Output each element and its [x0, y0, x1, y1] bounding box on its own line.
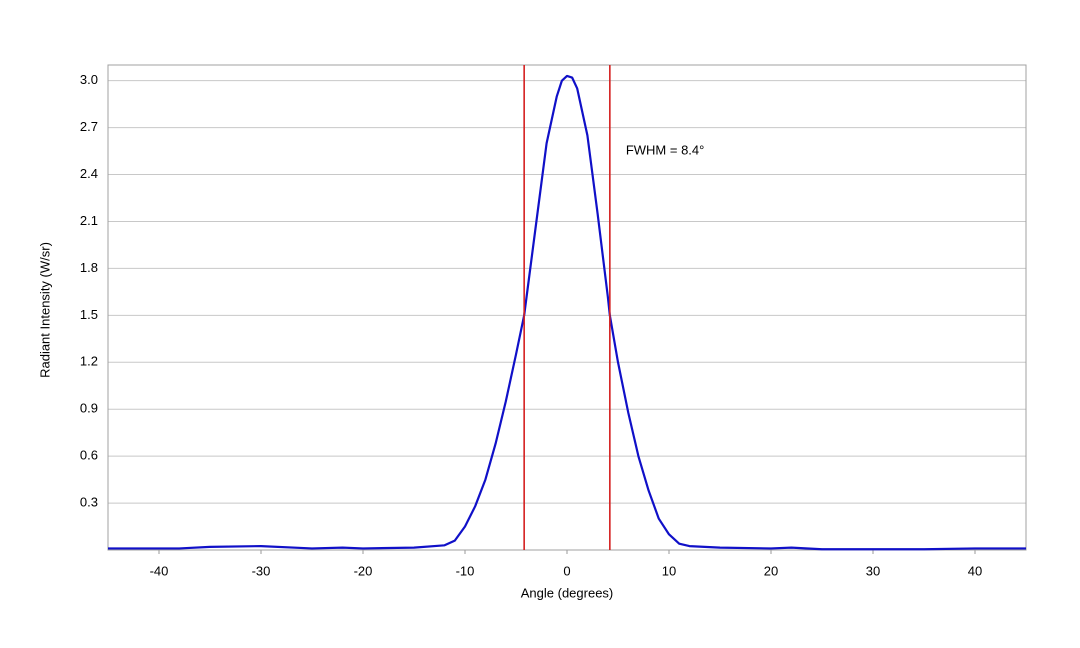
y-tick-label: 0.6	[80, 448, 98, 463]
y-tick-label: 1.8	[80, 260, 98, 275]
y-tick-label: 3.0	[80, 72, 98, 87]
y-tick-label: 2.1	[80, 213, 98, 228]
data-line	[108, 74, 1026, 551]
y-tick-label: 1.5	[80, 307, 98, 322]
y-tick-label: 2.7	[80, 119, 98, 134]
x-axis-label: Angle (degrees)	[521, 585, 614, 600]
y-tick-label: 0.9	[80, 401, 98, 416]
x-tick-label: -20	[354, 563, 373, 578]
y-axis-label: Radiant Intensity (W/sr)	[37, 242, 52, 378]
plot-border	[107, 64, 1027, 551]
annotation: FWHM = 8.4°	[626, 142, 705, 157]
x-tick-label: 10	[662, 563, 676, 578]
x-tick-label: 40	[968, 563, 982, 578]
x-tick-label: 30	[866, 563, 880, 578]
x-tick-label: -10	[456, 563, 475, 578]
x-tick-label: 20	[764, 563, 778, 578]
y-tick-label: 0.3	[80, 495, 98, 510]
x-tick-label: -40	[150, 563, 169, 578]
y-tick-label: 1.2	[80, 354, 98, 369]
x-tick-label: 0	[563, 563, 570, 578]
x-tick-label: -30	[252, 563, 271, 578]
y-tick-label: 2.4	[80, 166, 98, 181]
